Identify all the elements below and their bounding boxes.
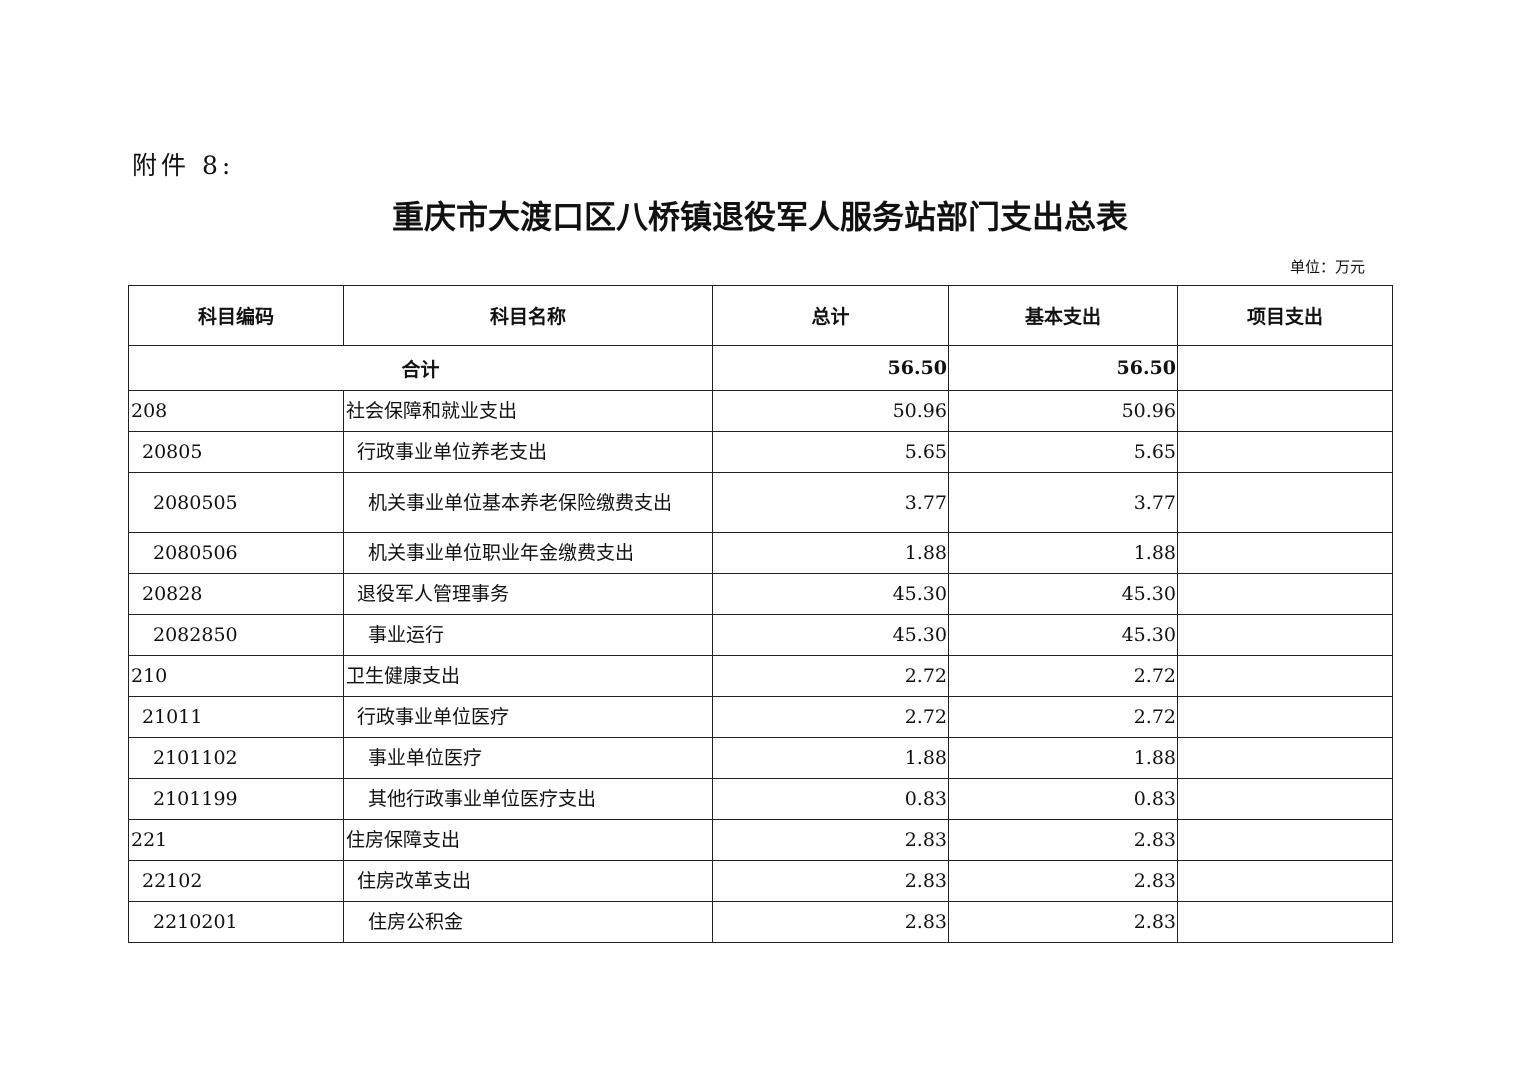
row-name: 住房改革支出 <box>343 860 713 902</box>
row-name: 行政事业单位医疗 <box>343 696 713 738</box>
row-code: 2210201 <box>128 901 344 943</box>
row-total: 2.83 <box>712 819 949 861</box>
row-basic: 1.88 <box>948 532 1178 574</box>
total-total: 56.50 <box>712 345 949 391</box>
row-basic: 2.83 <box>948 901 1178 943</box>
table-row: 221 住房保障支出 2.83 2.83 <box>128 819 1393 861</box>
table-row: 210 卫生健康支出 2.72 2.72 <box>128 655 1393 697</box>
page-title: 重庆市大渡口区八桥镇退役军人服务站部门支出总表 <box>391 198 1128 236</box>
row-basic: 45.30 <box>948 573 1178 615</box>
row-project <box>1177 860 1393 902</box>
row-code: 2080505 <box>128 472 344 533</box>
row-total: 2.83 <box>712 901 949 943</box>
row-code: 21011 <box>128 696 344 738</box>
row-name: 其他行政事业单位医疗支出 <box>343 778 713 820</box>
total-row: 合计 56.50 56.50 <box>128 345 1393 391</box>
row-code: 2082850 <box>128 614 344 656</box>
row-name: 事业运行 <box>343 614 713 656</box>
row-code: 2080506 <box>128 532 344 574</box>
row-total: 2.72 <box>712 655 949 697</box>
row-basic: 45.30 <box>948 614 1178 656</box>
header-basic: 基本支出 <box>948 285 1178 346</box>
row-project <box>1177 901 1393 943</box>
total-project <box>1177 345 1393 391</box>
row-project <box>1177 472 1393 533</box>
row-total: 45.30 <box>712 614 949 656</box>
row-code: 2101102 <box>128 737 344 779</box>
table-row: 20805 行政事业单位养老支出 5.65 5.65 <box>128 431 1393 473</box>
table-row: 2080505 机关事业单位基本养老保险缴费支出 3.77 3.77 <box>128 472 1393 533</box>
row-code: 20805 <box>128 431 344 473</box>
row-total: 45.30 <box>712 573 949 615</box>
table-row: 2080506 机关事业单位职业年金缴费支出 1.88 1.88 <box>128 532 1393 574</box>
row-basic: 2.72 <box>948 696 1178 738</box>
attachment-label: 附件 8: <box>132 151 235 180</box>
row-basic: 1.88 <box>948 737 1178 779</box>
row-name: 事业单位医疗 <box>343 737 713 779</box>
row-code: 22102 <box>128 860 344 902</box>
table-row: 208 社会保障和就业支出 50.96 50.96 <box>128 390 1393 432</box>
table-row: 2082850 事业运行 45.30 45.30 <box>128 614 1393 656</box>
row-name: 住房公积金 <box>343 901 713 943</box>
row-project <box>1177 696 1393 738</box>
row-project <box>1177 532 1393 574</box>
row-basic: 2.83 <box>948 819 1178 861</box>
row-name: 退役军人管理事务 <box>343 573 713 615</box>
row-code: 221 <box>128 819 344 861</box>
row-total: 1.88 <box>712 737 949 779</box>
row-project <box>1177 390 1393 432</box>
row-total: 2.72 <box>712 696 949 738</box>
row-name: 卫生健康支出 <box>343 655 713 697</box>
row-basic: 5.65 <box>948 431 1178 473</box>
row-total: 2.83 <box>712 860 949 902</box>
total-basic: 56.50 <box>948 345 1178 391</box>
row-total: 1.88 <box>712 532 949 574</box>
expenditure-table: 科目编码 科目名称 总计 基本支出 项目支出 合计 56.50 56.50 20… <box>128 285 1393 943</box>
row-basic: 50.96 <box>948 390 1178 432</box>
row-project <box>1177 573 1393 615</box>
row-basic: 3.77 <box>948 472 1178 533</box>
header-code: 科目编码 <box>128 285 344 346</box>
row-project <box>1177 737 1393 779</box>
row-code: 20828 <box>128 573 344 615</box>
row-name: 住房保障支出 <box>343 819 713 861</box>
row-total: 3.77 <box>712 472 949 533</box>
table-row: 21011 行政事业单位医疗 2.72 2.72 <box>128 696 1393 738</box>
header-name: 科目名称 <box>343 285 713 346</box>
total-label: 合计 <box>128 345 713 391</box>
row-code: 2101199 <box>128 778 344 820</box>
row-project <box>1177 431 1393 473</box>
row-total: 0.83 <box>712 778 949 820</box>
row-project <box>1177 819 1393 861</box>
row-project <box>1177 614 1393 656</box>
row-total: 5.65 <box>712 431 949 473</box>
table-row: 2210201 住房公积金 2.83 2.83 <box>128 901 1393 943</box>
row-name: 社会保障和就业支出 <box>343 390 713 432</box>
header-project: 项目支出 <box>1177 285 1393 346</box>
row-code: 210 <box>128 655 344 697</box>
unit-label: 单位：万元 <box>1290 258 1366 276</box>
table-row: 22102 住房改革支出 2.83 2.83 <box>128 860 1393 902</box>
row-basic: 2.83 <box>948 860 1178 902</box>
row-basic: 0.83 <box>948 778 1178 820</box>
table-row: 20828 退役军人管理事务 45.30 45.30 <box>128 573 1393 615</box>
table-row: 2101102 事业单位医疗 1.88 1.88 <box>128 737 1393 779</box>
row-name: 行政事业单位养老支出 <box>343 431 713 473</box>
row-name: 机关事业单位基本养老保险缴费支出 <box>343 472 713 533</box>
table-row: 2101199 其他行政事业单位医疗支出 0.83 0.83 <box>128 778 1393 820</box>
row-total: 50.96 <box>712 390 949 432</box>
header-total: 总计 <box>712 285 949 346</box>
row-project <box>1177 778 1393 820</box>
table-header-row: 科目编码 科目名称 总计 基本支出 项目支出 <box>128 285 1393 346</box>
row-code: 208 <box>128 390 344 432</box>
row-basic: 2.72 <box>948 655 1178 697</box>
row-name: 机关事业单位职业年金缴费支出 <box>343 532 713 574</box>
row-project <box>1177 655 1393 697</box>
